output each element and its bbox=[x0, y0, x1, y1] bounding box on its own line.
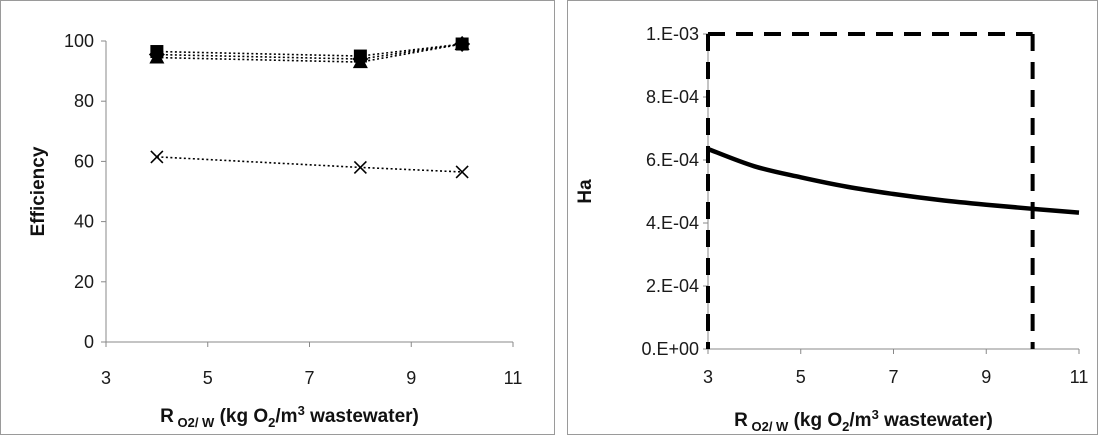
boundary-box bbox=[706, 32, 1035, 349]
x-tick-label: 11 bbox=[1070, 367, 1089, 387]
x-marker-stroke bbox=[353, 160, 367, 174]
y-tick-label: 6.E-04 bbox=[646, 150, 699, 170]
x-marker bbox=[455, 165, 469, 179]
ha-curve bbox=[707, 146, 1080, 215]
x-tick-label: 7 bbox=[888, 367, 898, 387]
y-tick-label: 8.E-04 bbox=[646, 87, 699, 107]
series-x bbox=[150, 150, 469, 179]
triangle-marker bbox=[352, 54, 368, 69]
x-axis-title: R O2/ W (kg O2/m3 wastewater) bbox=[160, 403, 419, 430]
series-triangle bbox=[149, 36, 470, 69]
x-tick-label: 11 bbox=[504, 368, 523, 388]
y-tick-label: 2.E-04 bbox=[646, 276, 699, 296]
y-tick-label: 1.E-03 bbox=[646, 24, 699, 44]
x-marker bbox=[150, 150, 164, 164]
y-tick-label: 20 bbox=[74, 272, 94, 292]
series-line bbox=[156, 156, 463, 173]
ha-chart: 0.E+00 2.E-04 4.E-04 6.E-04 8.E-04 1.E-03 3 5 7 9… bbox=[575, 24, 1089, 434]
x-tick-label: 5 bbox=[796, 367, 806, 387]
x-tick-label: 7 bbox=[304, 368, 314, 388]
ha-chart-panel: 0.E+00 2.E-04 4.E-04 6.E-04 8.E-04 1.E-03 3 5 7 9… bbox=[567, 0, 1098, 435]
y-tick-label: 0 bbox=[84, 332, 94, 352]
triangle-marker bbox=[149, 49, 165, 64]
triangle-marker bbox=[454, 36, 470, 51]
series-line bbox=[156, 43, 463, 57]
efficiency-chart-panel: 0 20 40 60 80 100 3 5 7 9 11 Efficiency R O2/ W (kg … bbox=[0, 0, 555, 435]
x-axis-title: R O2/ W (kg O2/m3 wastewater) bbox=[734, 407, 993, 434]
y-tick-label: 40 bbox=[74, 212, 94, 232]
y-tick-label: 80 bbox=[74, 91, 94, 111]
x-marker-stroke bbox=[150, 150, 164, 164]
x-tick-label: 3 bbox=[101, 368, 111, 388]
x-marker bbox=[353, 160, 367, 174]
x-tick-label: 3 bbox=[703, 367, 713, 387]
y-tick-label: 60 bbox=[74, 151, 94, 171]
y-tick-label: 4.E-04 bbox=[646, 213, 699, 233]
series-line bbox=[156, 43, 463, 60]
x-marker-stroke bbox=[455, 165, 469, 179]
y-tick-label: 100 bbox=[64, 31, 94, 51]
y-tick-label: 0.E+00 bbox=[641, 339, 699, 359]
x-tick-label: 5 bbox=[203, 368, 213, 388]
efficiency-chart: 0 20 40 60 80 100 3 5 7 9 11 Efficiency R O2/ W (kg … bbox=[28, 31, 523, 430]
y-axis-title: Efficiency bbox=[28, 146, 49, 236]
x-tick-label: 9 bbox=[406, 368, 416, 388]
x-tick-label: 9 bbox=[981, 367, 991, 387]
y-axis-title: Ha bbox=[575, 179, 596, 204]
